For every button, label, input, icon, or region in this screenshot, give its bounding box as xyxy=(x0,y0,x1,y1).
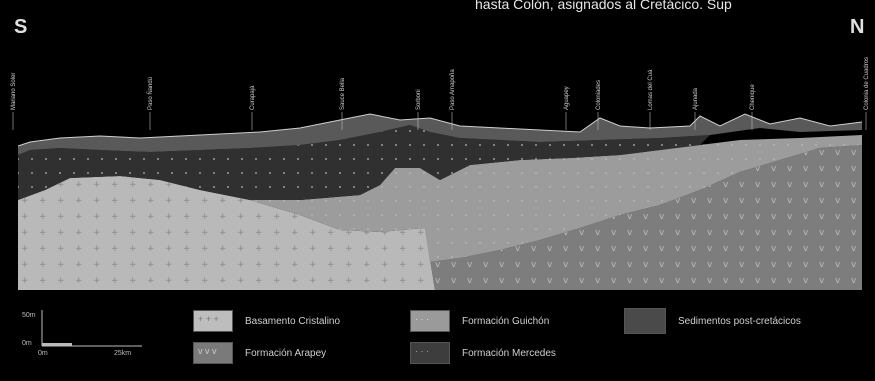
legend: + + + Basamento Cristalino v v v Formaci… xyxy=(0,300,875,381)
locality-label: Paso Ñandú xyxy=(147,77,154,110)
legend-item-arapey: v v v Formación Arapey xyxy=(193,342,326,364)
locality-label: Chenique xyxy=(750,84,756,110)
legend-swatch-guichon: · · · xyxy=(410,310,450,332)
figure-caption: hasta Colón, asignados al Cretácico. Sup xyxy=(475,0,732,12)
locality-label: Curapajá xyxy=(250,85,256,110)
topographic-profile xyxy=(17,113,863,147)
legend-swatch-basamento: + + + xyxy=(193,310,233,332)
locality-label: Sauce Bella xyxy=(340,77,346,110)
scale-vertical-top: 50m xyxy=(22,312,36,319)
north-label: N xyxy=(850,16,865,38)
legend-swatch-mercedes: · · · xyxy=(410,342,450,364)
scale-vertical-bottom: 0m xyxy=(22,340,32,347)
scale-bar: 50m 0m 0m 25km xyxy=(22,310,162,365)
locality-markers: Mariano Soler Paso Ñandú Curapajá Sauce Bel… xyxy=(11,57,870,130)
legend-item-guichon: · · · Formación Guichón xyxy=(410,310,549,332)
post-cretaceous-layer xyxy=(18,114,862,155)
scale-horizontal-start: 0m xyxy=(38,350,48,357)
legend-item-mercedes: · · · Formación Mercedes xyxy=(410,342,556,364)
legend-swatch-arapey: v v v xyxy=(193,342,233,364)
locality-label: Mariano Soler xyxy=(11,73,17,110)
scale-horizontal-end: 25km xyxy=(114,350,132,357)
legend-item-basamento: + + + Basamento Cristalino xyxy=(193,310,340,332)
south-label: S xyxy=(14,16,28,38)
locality-label: Aguapey xyxy=(564,86,570,110)
locality-label: Lomas del Cuá xyxy=(648,69,654,110)
locality-label: Paso Amapoña xyxy=(450,69,456,110)
locality-label: Coloniades xyxy=(596,80,602,110)
locality-label: Colonia de Cuadros xyxy=(864,57,870,110)
legend-swatch-post-cretacicos xyxy=(624,308,666,334)
locality-label: Ajunada xyxy=(693,87,699,110)
locality-label: Sorboni xyxy=(416,89,422,110)
legend-item-post-cretacicos: Sedimentos post-cretácicos xyxy=(624,308,801,334)
